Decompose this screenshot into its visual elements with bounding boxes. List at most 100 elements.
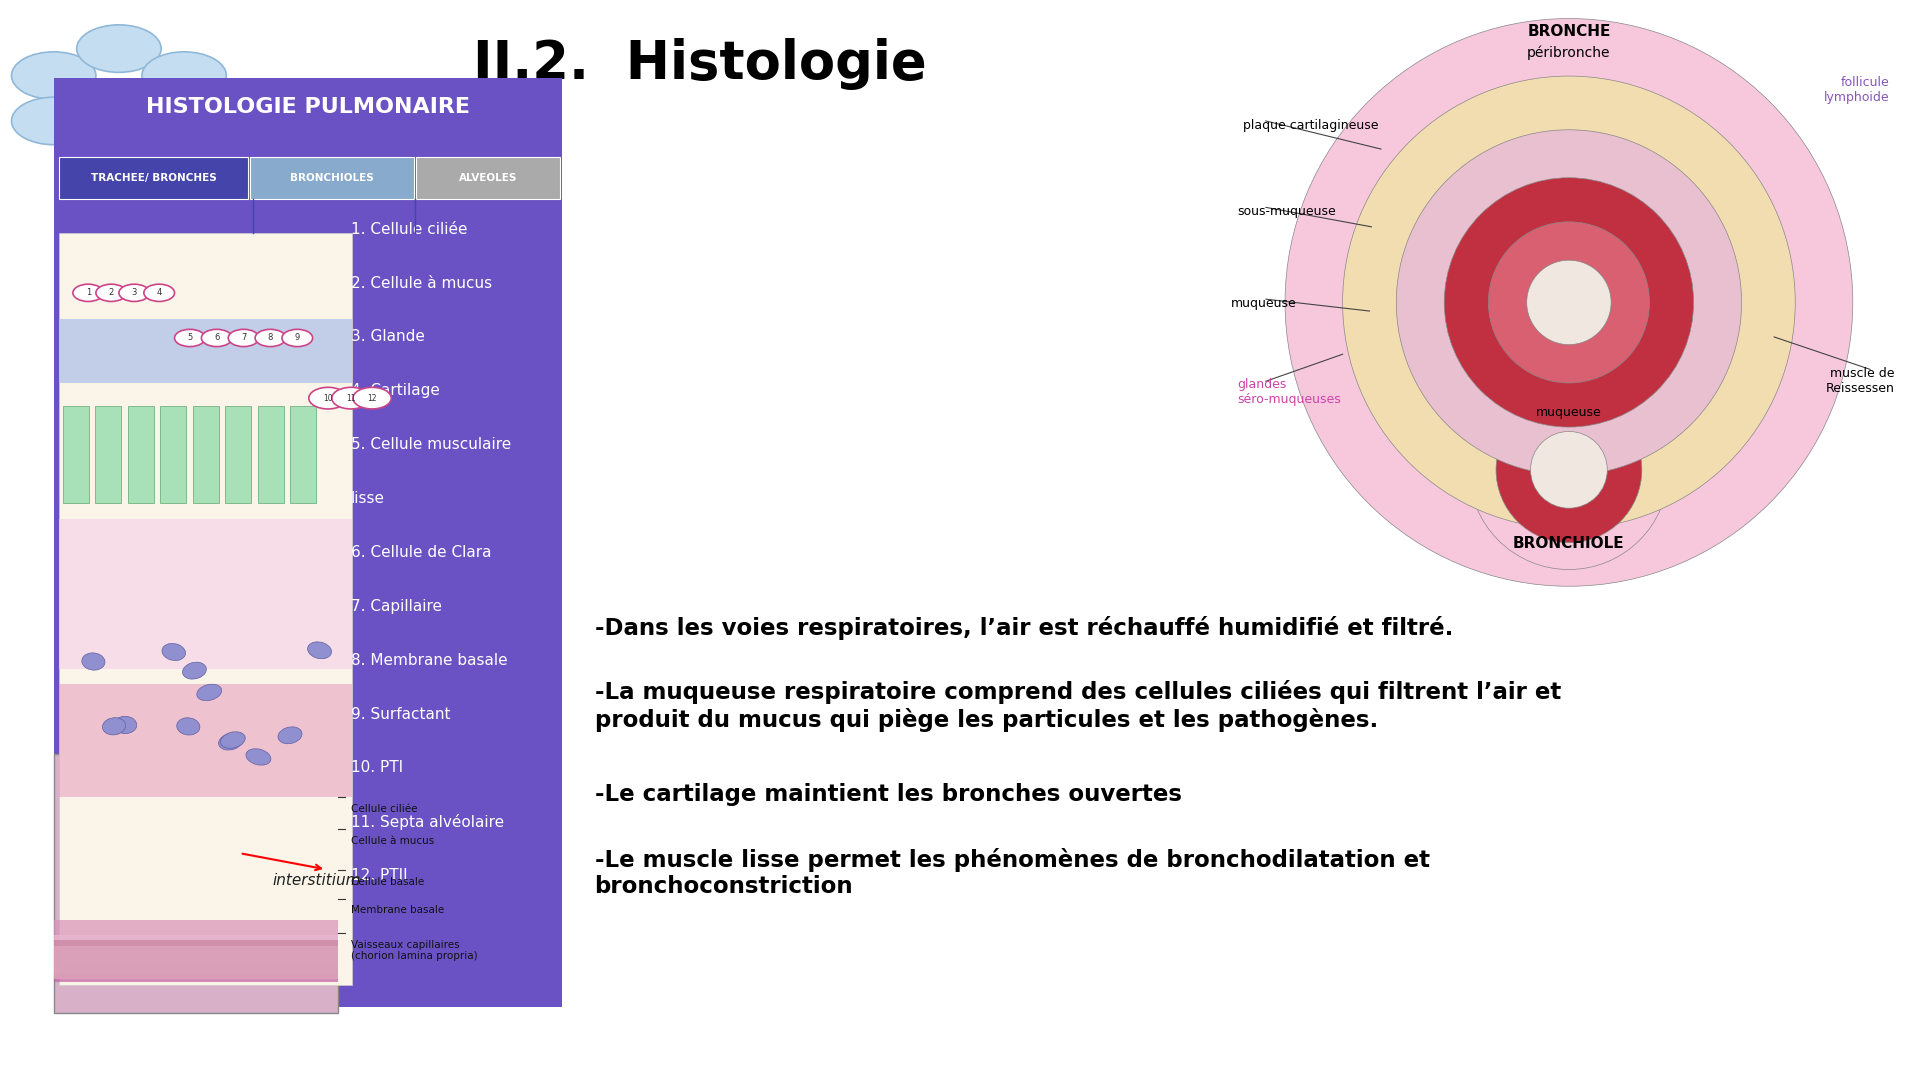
Text: glandes
séro-muqueuses: glandes séro-muqueuses: [1237, 378, 1341, 406]
Bar: [290, 406, 316, 503]
Circle shape: [12, 97, 96, 145]
Ellipse shape: [1285, 18, 1853, 586]
Text: Membrane basale: Membrane basale: [351, 905, 445, 915]
Ellipse shape: [219, 733, 244, 750]
Bar: [159, 406, 186, 503]
Text: 2: 2: [109, 288, 113, 297]
Circle shape: [228, 329, 259, 347]
Bar: [63, 406, 88, 503]
Bar: [54, 935, 338, 974]
Bar: [192, 406, 219, 503]
Ellipse shape: [176, 718, 199, 735]
Bar: [224, 406, 251, 503]
Circle shape: [282, 329, 313, 347]
Text: 9. Surfactant: 9. Surfactant: [351, 706, 451, 721]
Text: plaque cartilagineuse: plaque cartilagineuse: [1243, 119, 1379, 132]
Text: Vaisseaux capillaires
(chorion lamina propria): Vaisseaux capillaires (chorion lamina pr…: [351, 940, 478, 961]
Bar: [129, 406, 153, 503]
Circle shape: [144, 284, 175, 301]
Text: 12. PTII: 12. PTII: [351, 868, 409, 883]
Ellipse shape: [1469, 370, 1669, 569]
Circle shape: [73, 284, 104, 301]
Text: -Le cartilage maintient les bronches ouvertes: -Le cartilage maintient les bronches ouv…: [595, 783, 1181, 806]
Text: 7: 7: [242, 334, 246, 342]
Bar: [59, 684, 351, 797]
Circle shape: [255, 329, 286, 347]
Ellipse shape: [246, 748, 270, 765]
Circle shape: [142, 52, 226, 99]
Bar: [54, 946, 338, 980]
Bar: [416, 157, 560, 199]
Text: 8. Membrane basale: 8. Membrane basale: [351, 652, 508, 667]
Bar: [54, 78, 562, 1007]
Text: sous-muqueuse: sous-muqueuse: [1237, 205, 1335, 218]
Text: 6. Cellule de Clara: 6. Cellule de Clara: [351, 545, 491, 559]
Text: 3: 3: [132, 288, 136, 297]
Bar: [54, 941, 338, 976]
Text: 5. Cellule musculaire: 5. Cellule musculaire: [351, 437, 512, 453]
Bar: [54, 754, 338, 1013]
Text: 4. Cartilage: 4. Cartilage: [351, 383, 439, 399]
Bar: [96, 406, 121, 503]
Circle shape: [77, 124, 161, 172]
Text: 12: 12: [368, 393, 376, 403]
Ellipse shape: [113, 716, 136, 733]
Text: -La muqueuse respiratoire comprend des cellules ciliées qui filtrent l’air et
pr: -La muqueuse respiratoire comprend des c…: [595, 680, 1561, 732]
Bar: [54, 950, 338, 982]
Circle shape: [77, 25, 161, 72]
Text: 3. Glande: 3. Glande: [351, 329, 426, 345]
Text: muqueuse: muqueuse: [1231, 297, 1297, 310]
Text: Cellule à mucus: Cellule à mucus: [351, 836, 433, 846]
Circle shape: [119, 284, 150, 301]
Circle shape: [142, 97, 226, 145]
Circle shape: [332, 388, 370, 409]
Ellipse shape: [1488, 221, 1649, 383]
Text: BRONCHIOLE: BRONCHIOLE: [1513, 536, 1625, 551]
Text: muqueuse: muqueuse: [1536, 406, 1602, 419]
Ellipse shape: [278, 727, 301, 744]
Text: Cellule basale: Cellule basale: [351, 877, 424, 887]
Circle shape: [12, 52, 96, 99]
Ellipse shape: [102, 718, 127, 734]
Text: 11. Septa alvéolaire: 11. Septa alvéolaire: [351, 814, 504, 831]
Ellipse shape: [1496, 397, 1642, 542]
Text: Cellule ciliée: Cellule ciliée: [351, 804, 418, 813]
Bar: [257, 406, 284, 503]
Bar: [249, 157, 414, 199]
Text: muscle de
Reissessen: muscle de Reissessen: [1826, 367, 1895, 395]
Circle shape: [175, 329, 205, 347]
Text: 10: 10: [322, 393, 334, 403]
Text: BRONCHE: BRONCHE: [1527, 24, 1611, 39]
Bar: [59, 157, 247, 199]
Text: 2. Cellule à mucus: 2. Cellule à mucus: [351, 275, 493, 291]
Text: BRONCHIOLES: BRONCHIOLES: [290, 173, 374, 183]
Text: follicule
lymphoide: follicule lymphoide: [1824, 76, 1889, 104]
Ellipse shape: [161, 644, 186, 661]
Text: -Dans les voies respiratoires, l’air est réchauffé humidifié et filtré.: -Dans les voies respiratoires, l’air est…: [595, 616, 1454, 639]
Ellipse shape: [1396, 130, 1742, 475]
Text: HISTOLOGIE PULMONAIRE: HISTOLOGIE PULMONAIRE: [146, 97, 470, 118]
Circle shape: [201, 329, 232, 347]
Ellipse shape: [307, 642, 332, 659]
Text: 7. Capillaire: 7. Capillaire: [351, 598, 441, 613]
Bar: [59, 232, 351, 985]
Text: 1: 1: [86, 288, 90, 297]
Text: ALVEOLES: ALVEOLES: [458, 173, 518, 183]
Ellipse shape: [1343, 76, 1795, 529]
Text: 5: 5: [188, 334, 192, 342]
Text: 11: 11: [347, 393, 355, 403]
Text: 6: 6: [215, 334, 219, 342]
Text: péribronche: péribronche: [1527, 45, 1611, 59]
Bar: [54, 920, 338, 967]
Text: 1. Cellule ciliée: 1. Cellule ciliée: [351, 221, 468, 237]
Bar: [59, 518, 351, 669]
Circle shape: [353, 388, 391, 409]
Text: lisse: lisse: [351, 491, 386, 507]
Ellipse shape: [82, 653, 105, 670]
Ellipse shape: [1531, 431, 1607, 509]
Text: 10. PTI: 10. PTI: [351, 760, 403, 775]
Ellipse shape: [221, 732, 246, 748]
Ellipse shape: [1444, 178, 1694, 427]
Circle shape: [96, 284, 127, 301]
Bar: [59, 320, 351, 383]
